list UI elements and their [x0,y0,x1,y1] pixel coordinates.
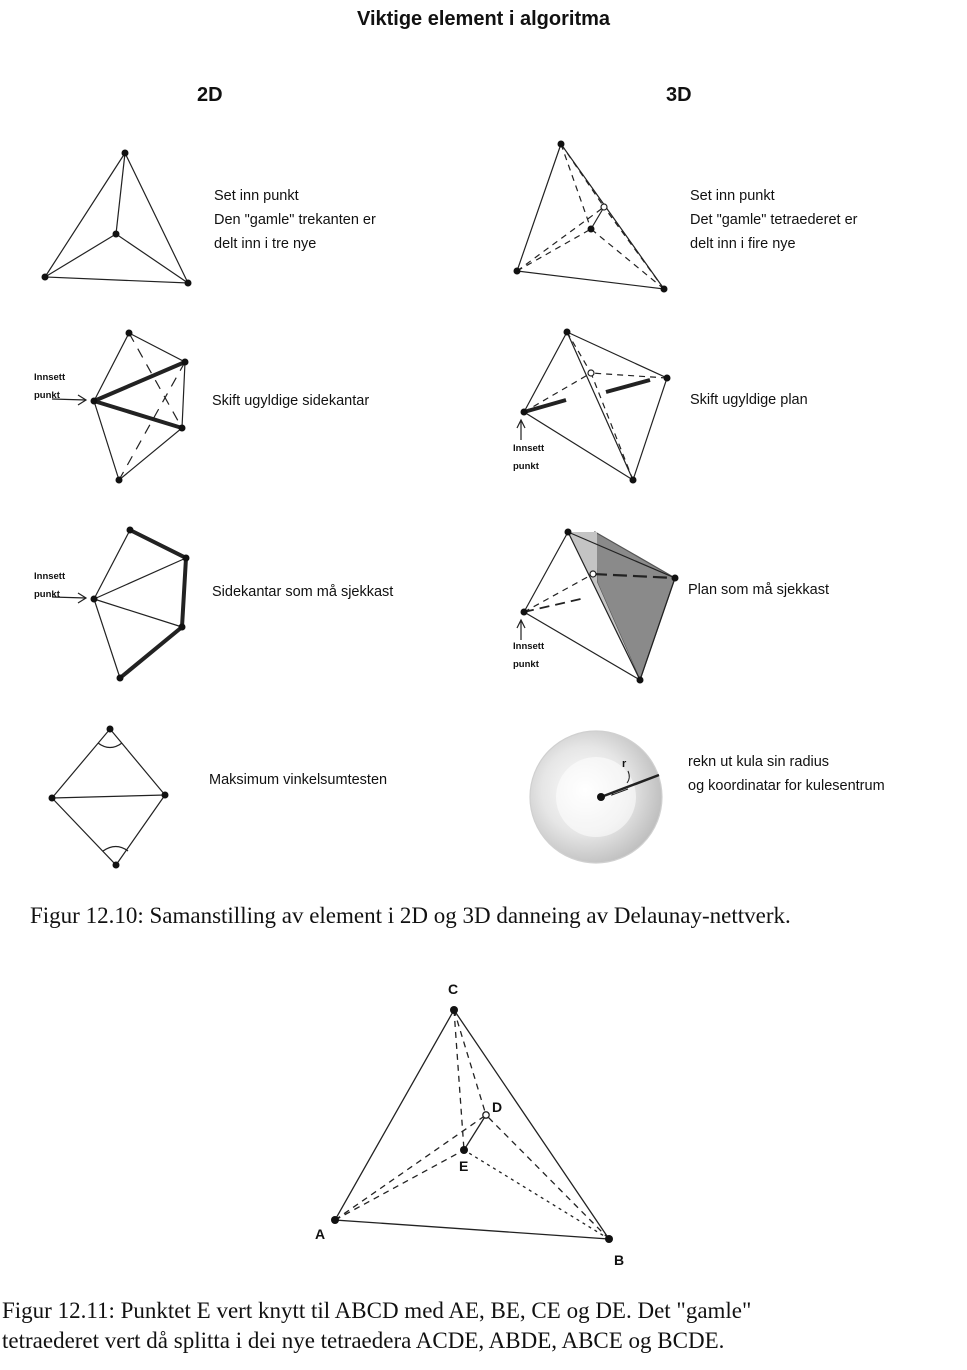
diagram-fig-12-11 [331,1006,613,1243]
text-2d-insert-point: Set inn punkt Den "gamle" trekanten er d… [214,188,376,252]
text-2d-max-angle-test: Maksimum vinkelsumtesten [209,772,388,788]
label-2d-inserted-point: Innsett punkt [34,372,66,401]
column-header-2d: 2D [197,84,223,106]
text-3d-swap-planes: Skift ugyldige plan [690,392,808,408]
diagram-2d-edges-to-check [51,526,190,682]
text-3d-insert-point: Set inn punkt Det "gamle" tetraederet er… [690,188,858,252]
point-label-c: C [448,981,459,997]
diagram-3d-circumsphere [529,730,663,864]
label-2d-inserted-point-row3: Innsett punkt [34,571,66,600]
point-label-b: B [614,1252,625,1268]
diagram-3d-insert-point [513,140,668,293]
diagram-2d-max-angle-test [48,725,169,869]
label-3d-inserted-point: Innsett punkt [513,443,545,472]
diagram-3d-swap-planes [516,328,671,484]
diagram-2d-insert-point [41,149,192,287]
point-label-e: E [459,1158,469,1174]
caption-figure-12-11: Figur 12.11: Punktet E vert knytt til AB… [2,1298,752,1353]
text-2d-swap-edges: Skift ugyldige sidekantar [212,393,370,409]
figure-title: Viktige element i algoritma [356,8,611,30]
diagram-3d-planes-to-check [516,528,679,684]
text-3d-planes-to-check: Plan som må sjekkast [688,582,830,598]
label-3d-inserted-point-row3: Innsett punkt [513,641,545,670]
column-header-3d: 3D [666,84,692,106]
text-3d-circumsphere: rekn ut kula sin radius og koordinatar f… [688,754,885,794]
text-2d-edges-to-check: Sidekantar som må sjekkast [212,584,394,600]
diagram-2d-swap-edges [51,329,189,484]
radius-label: r [622,758,627,770]
point-label-a: A [315,1226,326,1242]
caption-figure-12-10: Figur 12.10: Samanstilling av element i … [30,903,791,928]
point-label-d: D [492,1099,503,1115]
